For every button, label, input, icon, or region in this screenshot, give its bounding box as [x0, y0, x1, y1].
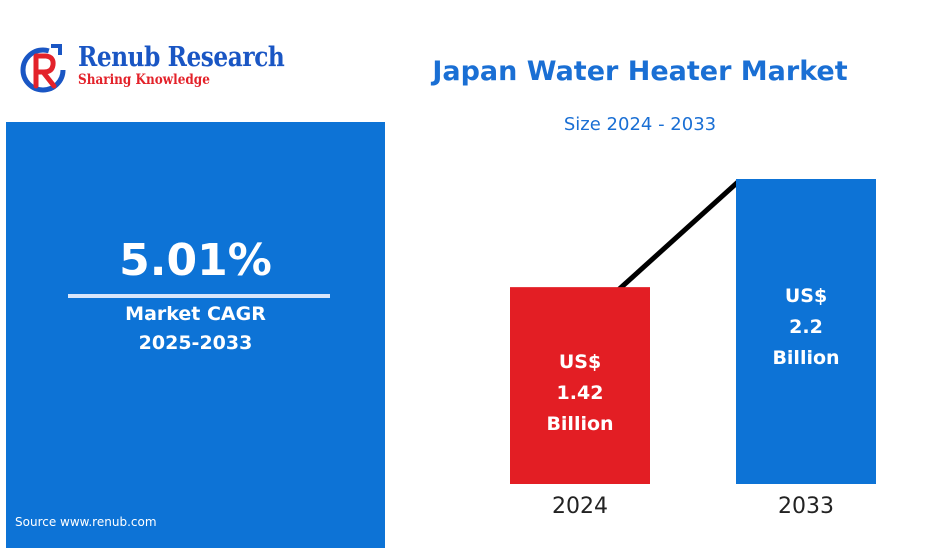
bar-label-2024: US$ 1.42 Billion	[510, 347, 650, 440]
bar-label-line: Billion	[772, 347, 840, 369]
cagr-period: 2025-2033	[138, 332, 253, 354]
cagr-value: 5.01%	[119, 235, 272, 286]
bar-label-line: Billion	[546, 413, 614, 436]
brand-name: Renub Research	[78, 42, 285, 73]
trend-line	[617, 179, 741, 291]
brand-logo: Renub Research Sharing Knowledge	[16, 40, 306, 100]
x-tick-2024: 2024	[552, 494, 608, 519]
bar-2033	[736, 179, 876, 484]
chart-subtitle: Size 2024 - 2033	[563, 114, 717, 135]
bar-label-line: US$	[784, 285, 828, 307]
bar-label-line: US$	[558, 351, 602, 374]
bar-label-line: 1.42	[556, 382, 604, 405]
logo-mark-icon	[20, 44, 66, 93]
cagr-label: Market CAGR	[125, 303, 266, 325]
x-tick-2033: 2033	[778, 494, 834, 519]
chart-title: Japan Water Heater Market	[432, 56, 848, 87]
bar-label-line: 2.2	[789, 316, 823, 338]
source-text: Source www.renub.com	[15, 515, 157, 529]
bar-label-2033: US$ 2.2 Billion	[736, 281, 876, 374]
brand-tagline: Sharing Knowledge	[78, 72, 210, 88]
bar-2024	[510, 287, 650, 484]
cagr-divider	[68, 294, 330, 298]
cagr-panel: 5.01% Market CAGR 2025-2033 Source www.r…	[6, 122, 385, 548]
